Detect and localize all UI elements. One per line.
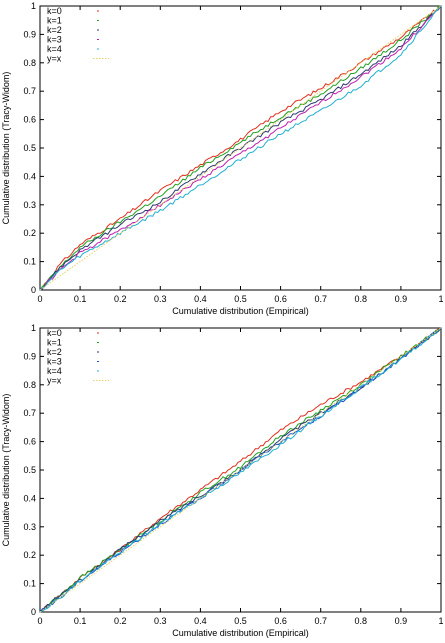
- y-tick-label: 0.2: [23, 228, 36, 238]
- legend-label: k=2: [47, 25, 62, 35]
- x-tick-label: 0.5: [234, 616, 247, 626]
- y-tick-label: 0.6: [23, 115, 36, 125]
- x-tick-label: 0.6: [274, 616, 287, 626]
- x-tick-label: 0.9: [395, 294, 408, 304]
- y-tick-label: 0.5: [23, 465, 36, 475]
- legend-label: y=x: [47, 376, 62, 386]
- y-tick-label: 0.1: [23, 257, 36, 267]
- x-tick-label: 0.1: [74, 616, 87, 626]
- series-line-k-2: [39, 5, 442, 291]
- x-tick-label: 1: [438, 616, 443, 626]
- y-tick-label: 0.8: [23, 58, 36, 68]
- legend-label: k=0: [47, 6, 62, 16]
- x-tick-label: 0.4: [194, 294, 207, 304]
- x-tick-label: 0: [37, 616, 42, 626]
- legend-label: k=1: [47, 16, 62, 26]
- legend-label: k=3: [47, 357, 62, 367]
- legend-label: k=1: [47, 338, 62, 348]
- y-tick-label: 0: [31, 607, 36, 617]
- x-tick-label: 0.1: [74, 294, 87, 304]
- y-tick-label: 0.4: [23, 493, 36, 503]
- legend-label: k=4: [47, 366, 62, 376]
- x-tick-label: 0.3: [154, 616, 167, 626]
- series-line-y-x: [39, 5, 442, 291]
- y-tick-label: 0.4: [23, 171, 36, 181]
- y-tick-label: 0.7: [23, 86, 36, 96]
- chart-panel-1: 0 0.1 0.2 0.3 0.4 0.5 0.6 0.7 0.8 0.9 1 0 0.1 0.2 0.3 0…: [1, 1, 444, 316]
- series-line-k-4: [39, 327, 442, 613]
- x-tick-label: 0.9: [395, 616, 408, 626]
- legend-label: k=0: [47, 328, 62, 338]
- x-tick-label: 0.7: [314, 294, 327, 304]
- y-tick-label: 0.3: [23, 522, 36, 532]
- x-tick-label: 0.4: [194, 616, 207, 626]
- legend-label: k=3: [47, 35, 62, 45]
- x-tick-label: 0.8: [355, 294, 368, 304]
- x-tick-label: 0.2: [114, 294, 127, 304]
- y-tick-label: 0.8: [23, 380, 36, 390]
- x-tick-label: 0.5: [234, 294, 247, 304]
- x-tick-label: 0.7: [314, 616, 327, 626]
- series-line-y-x: [39, 327, 442, 613]
- y-tick-label: 0.1: [23, 579, 36, 589]
- y-tick-label: 0.3: [23, 200, 36, 210]
- y-tick-label: 1: [31, 323, 36, 333]
- x-tick-label: 0.8: [355, 616, 368, 626]
- y-tick-label: 0.7: [23, 408, 36, 418]
- y-tick-label: 1: [31, 1, 36, 11]
- x-tick-label: 0.2: [114, 616, 127, 626]
- x-tick-label: 0.6: [274, 294, 287, 304]
- y-tick-label: 0.5: [23, 143, 36, 153]
- x-tick-label: 0.3: [154, 294, 167, 304]
- y-tick-label: 0.9: [23, 351, 36, 361]
- series-line-k-3: [39, 5, 442, 291]
- legend-label: k=4: [47, 44, 62, 54]
- series-line-k-1: [39, 5, 442, 291]
- y-tick-label: 0.6: [23, 437, 36, 447]
- legend-label: k=2: [47, 347, 62, 357]
- x-tick-label: 1: [438, 294, 443, 304]
- x-axis-label: Cumulative distribution (Empirical): [172, 306, 309, 316]
- y-tick-label: 0.2: [23, 550, 36, 560]
- y-tick-label: 0: [31, 285, 36, 295]
- legend-label: y=x: [47, 54, 62, 64]
- y-tick-label: 0.9: [23, 29, 36, 39]
- y-axis-label: Cumulative distribution (Tracy-Widom): [1, 72, 11, 225]
- x-axis-label: Cumulative distribution (Empirical): [172, 628, 309, 638]
- x-tick-label: 0: [37, 294, 42, 304]
- series-line-k-4: [39, 5, 442, 291]
- chart-panel-2: 0 0.1 0.2 0.3 0.4 0.5 0.6 0.7 0.8 0.9 1 0 0.1 0.2 0.3 0…: [1, 323, 444, 638]
- y-axis-label: Cumulative distribution (Tracy-Widom): [1, 394, 11, 547]
